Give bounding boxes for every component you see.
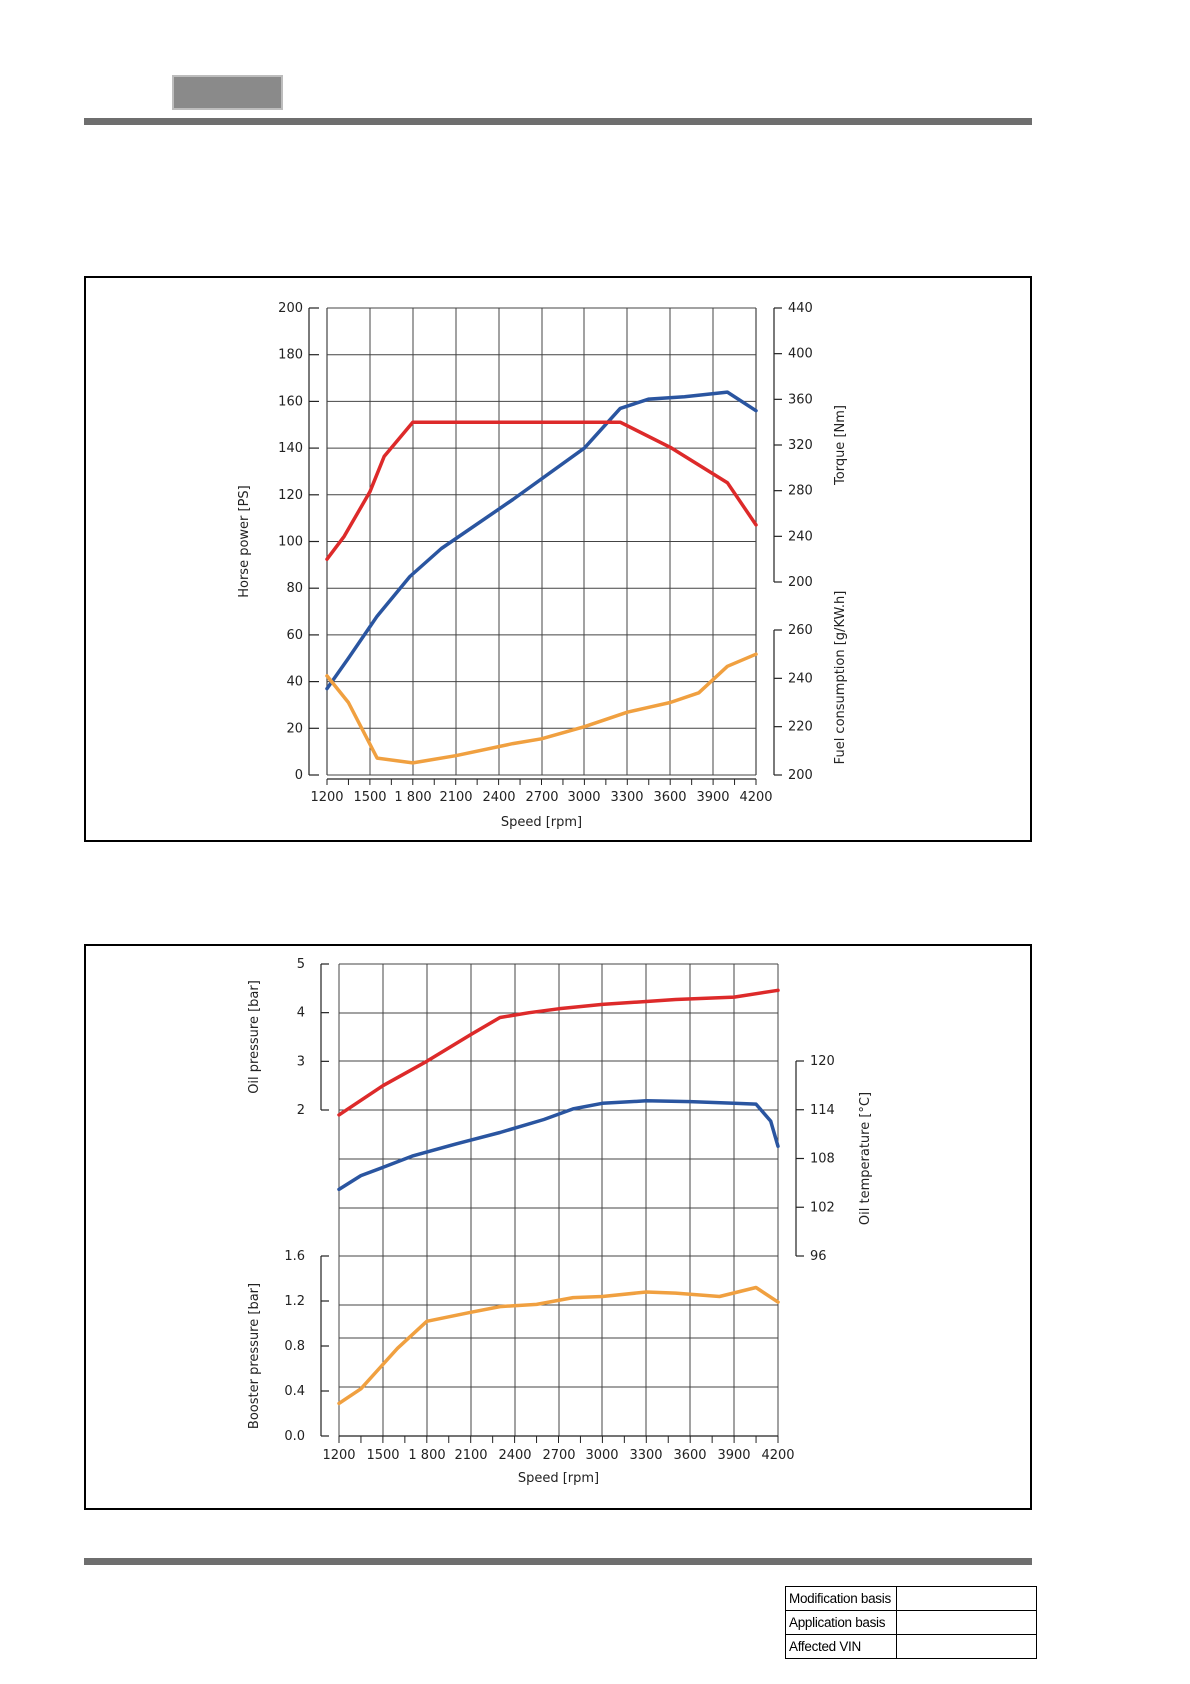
x-tick-label: 4200 [761,1448,794,1463]
footer-rule [84,1558,1032,1565]
application-basis-label: Application basis [785,1610,897,1635]
engine-performance-panel: 0 20 40 60 80 100 120 140 160 180 200 1200 1500 1 800… [84,276,1032,842]
oilp-series-line [337,988,780,1117]
affected-vin-value [896,1634,1037,1659]
x-tick-label: 1500 [366,1448,399,1463]
x-tick-label: 4200 [739,790,772,805]
x-tick-label: 2700 [542,1448,575,1463]
torque-tick-label: 320 [788,438,813,453]
fuel-series-line [325,652,758,765]
engine-performance-chart: 0 20 40 60 80 100 120 140 160 180 200 1200 1500 1 800… [237,301,848,830]
x-tick-label: 2400 [498,1448,531,1463]
affected-vin-row: Affected VIN [785,1634,1037,1659]
fuel-tick-label: 240 [788,671,813,686]
fuel-axis-title: Fuel consumption [g/KW.h] [833,591,848,765]
x-tick-label: 1 800 [408,1448,445,1463]
x-axis-title: Speed [rpm] [518,1471,599,1486]
booster-tick-label: 0.8 [284,1339,305,1354]
oil-temperature-tick-label: 114 [810,1103,835,1118]
modification-table: Modification basis Application basis Aff… [785,1586,1037,1659]
hp-tick-label: 40 [286,675,303,690]
x-tick-label: 3600 [673,1448,706,1463]
torque-tick-label: 200 [788,575,813,590]
booster-tick-label: 0.4 [284,1384,305,1399]
torque-series-line [325,420,758,561]
oil-pressure-tick-label: 4 [297,1006,305,1021]
oil-temperature-axis-title: Oil temperature [°C] [858,1092,873,1225]
oil-temperature-tick-label: 102 [810,1200,835,1215]
torque-tick-label: 280 [788,484,813,499]
torque-tick-label: 360 [788,392,813,407]
oil-pressure-tick-label: 2 [297,1103,305,1118]
oil-temperature-tick-label: 96 [810,1249,827,1264]
x-tick-label: 1200 [322,1448,355,1463]
x-tick-label: 1500 [353,790,386,805]
hp-axis-title: Horse power [PS] [237,485,252,598]
booster-axis-title: Booster pressure [bar] [247,1283,262,1429]
hp-tick-label: 140 [278,441,303,456]
x-tick-label: 2100 [439,790,472,805]
hp-tick-label: 100 [278,535,303,550]
hp-tick-label: 0 [295,768,303,783]
modification-row: Modification basis [785,1586,1037,1611]
hp-tick-label: 160 [278,394,303,409]
fuel-tick-label: 200 [788,768,813,783]
x-tick-label: 2100 [454,1448,487,1463]
hp-tick-label: 200 [278,301,303,316]
torque-tick-label: 440 [788,301,813,316]
x-tick-label: 3900 [717,1448,750,1463]
x-tick-label: 2700 [525,790,558,805]
hp-tick-label: 180 [278,348,303,363]
booster-tick-label: 0.0 [284,1429,305,1444]
oilt-series-line [337,1099,780,1192]
fuel-tick-label: 220 [788,720,813,735]
x-tick-label: 3000 [567,790,600,805]
section-tab [172,75,283,110]
x-tick-label: 1200 [310,790,343,805]
x-tick-label: 1 800 [394,790,431,805]
fuel-tick-label: 260 [788,623,813,638]
x-tick-label: 3600 [653,790,686,805]
oil-booster-pressure-chart: 2 3 4 5 Oil pressure [bar] 96 102 108 114 120 Oil … [247,957,873,1486]
oil-pressure-tick-label: 5 [297,957,305,972]
affected-vin-label: Affected VIN [785,1634,897,1659]
modification-basis-value [896,1586,1037,1611]
booster-tick-label: 1.2 [284,1294,305,1309]
application-basis-value [896,1610,1037,1635]
x-axis-title: Speed [rpm] [501,815,582,830]
x-tick-label: 2400 [482,790,515,805]
torque-tick-label: 400 [788,347,813,362]
hp-tick-label: 20 [286,721,303,736]
x-tick-label: 3900 [696,790,729,805]
boost-series-line [337,1285,780,1406]
booster-tick-label: 1.6 [284,1249,305,1264]
oil-pressure-axis-title: Oil pressure [bar] [247,980,262,1094]
application-row: Application basis [785,1610,1037,1635]
oil-temperature-tick-label: 120 [810,1054,835,1069]
x-tick-label: 3000 [585,1448,618,1463]
torque-axis-title: Torque [Nm] [833,405,848,486]
x-tick-label: 3300 [629,1448,662,1463]
hp-tick-label: 120 [278,488,303,503]
torque-tick-label: 240 [788,529,813,544]
hp-tick-label: 80 [286,581,303,596]
hp-series-line [325,390,758,691]
hp-tick-label: 60 [286,628,303,643]
x-tick-label: 3300 [610,790,643,805]
header-rule [84,118,1032,125]
modification-basis-label: Modification basis [785,1586,897,1611]
oil-pressure-tick-label: 3 [297,1054,305,1069]
oil-booster-pressure-panel: 2 3 4 5 Oil pressure [bar] 96 102 108 114 120 Oil … [84,944,1032,1510]
oil-temperature-tick-label: 108 [810,1152,835,1167]
